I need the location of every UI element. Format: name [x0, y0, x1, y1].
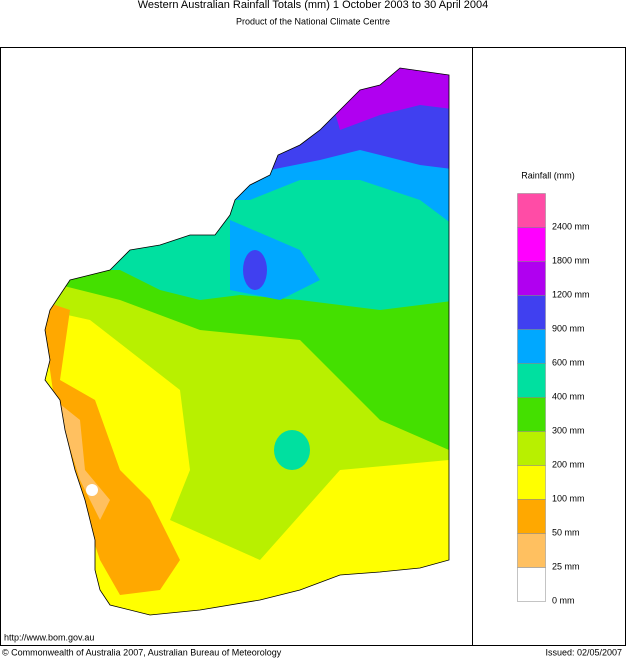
- copyright: © Commonwealth of Australia 2007, Austra…: [2, 647, 282, 657]
- legend-label: 400 mm: [552, 391, 585, 401]
- legend-title: Rainfall (mm): [521, 170, 575, 180]
- url: http://www.bom.gov.au: [4, 632, 94, 642]
- legend-label: 0 mm: [552, 595, 575, 605]
- legend-label: 50 mm: [552, 527, 580, 537]
- subtitle: Product of the National Climate Centre: [236, 16, 390, 26]
- legend-swatch: [517, 499, 546, 534]
- legend-label: 900 mm: [552, 323, 585, 333]
- legend-swatch: [517, 431, 546, 466]
- issued: Issued: 02/05/2007: [545, 647, 622, 657]
- title: Western Australian Rainfall Totals (mm) …: [138, 0, 489, 11]
- legend-swatch: [517, 397, 546, 432]
- legend-swatch: [517, 261, 546, 296]
- legend-label: 1200 mm: [552, 289, 590, 299]
- legend-label: 600 mm: [552, 357, 585, 367]
- legend-swatch: [517, 295, 546, 330]
- legend-label: 200 mm: [552, 459, 585, 469]
- legend-swatch: [517, 363, 546, 398]
- rainfall-map: [45, 68, 449, 615]
- legend-label: 100 mm: [552, 493, 585, 503]
- legend-label: 25 mm: [552, 561, 580, 571]
- legend-swatch: [517, 193, 546, 228]
- legend-swatch: [517, 227, 546, 262]
- legend-label: 300 mm: [552, 425, 585, 435]
- legend-swatch: [517, 533, 546, 568]
- legend-label: 2400 mm: [552, 221, 590, 231]
- legend-swatch: [517, 329, 546, 364]
- legend-label: 1800 mm: [552, 255, 590, 265]
- legend-swatch: [517, 567, 546, 602]
- legend-swatch: [517, 465, 546, 500]
- legend: 2400 mm 1800 mm 1200 mm 900 mm 600 mm 400 mm 3…: [517, 193, 590, 605]
- coastline: [44, 67, 450, 616]
